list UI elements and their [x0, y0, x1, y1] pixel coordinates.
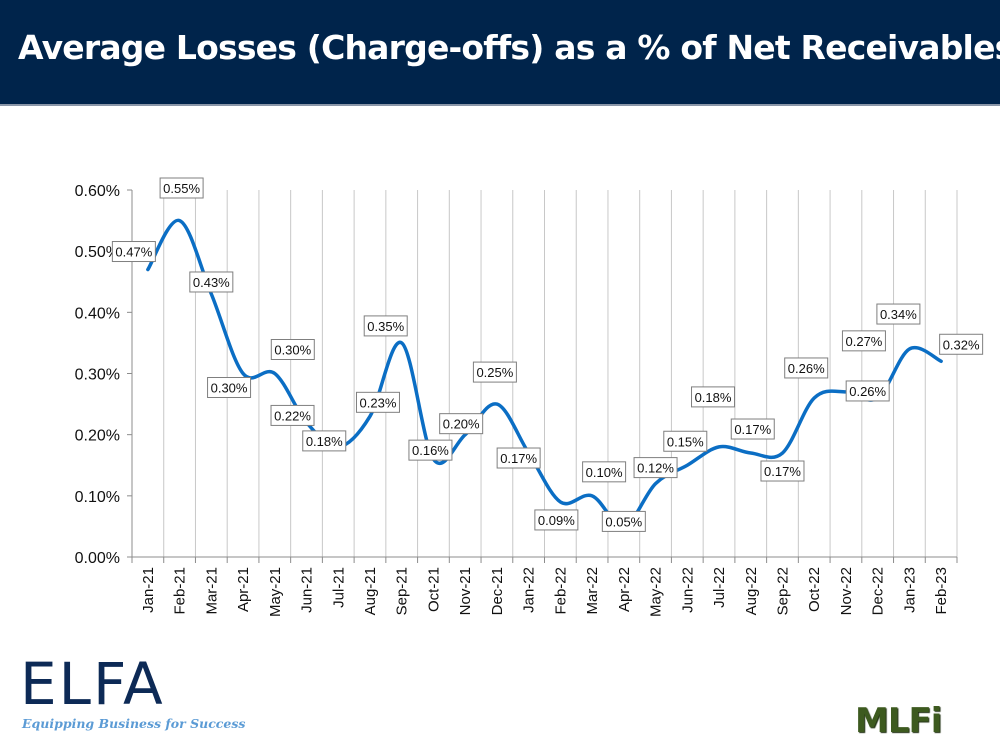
title-banner: Average Losses (Charge-offs) as a % of N… — [0, 0, 1000, 106]
data-label: 0.26% — [788, 361, 825, 376]
x-tick-label: Feb-23 — [933, 567, 950, 615]
y-tick-label: 0.30% — [75, 367, 120, 384]
data-label-box — [439, 413, 484, 435]
data-label: 0.30% — [211, 381, 248, 396]
data-label-box — [496, 447, 541, 469]
data-label: 0.09% — [538, 513, 575, 528]
x-tick-label: Oct-21 — [425, 567, 442, 612]
data-label: 0.12% — [637, 461, 674, 476]
elfa-logo-wordmark: ELFA — [20, 650, 165, 718]
data-label: 0.55% — [163, 181, 200, 196]
x-tick-label: Apr-22 — [616, 567, 633, 612]
data-label-box — [472, 361, 517, 383]
page-title: Average Losses (Charge-offs) as a % of N… — [18, 28, 1000, 67]
data-label-box — [876, 303, 921, 325]
data-label: 0.22% — [274, 408, 311, 423]
x-tick-label: Dec-22 — [870, 567, 887, 615]
x-tick-label: Mar-22 — [584, 567, 601, 615]
data-label-box — [302, 430, 347, 452]
data-label: 0.25% — [476, 365, 513, 380]
data-label-box — [582, 461, 627, 483]
data-label-box — [189, 271, 234, 293]
data-label-box — [633, 457, 678, 479]
data-label: 0.17% — [734, 422, 771, 437]
data-label-box — [691, 386, 736, 408]
x-tick-label: Oct-22 — [806, 567, 823, 612]
x-tick-label: Jun-22 — [679, 567, 696, 613]
x-tick-label: Nov-21 — [457, 567, 474, 615]
x-tick-label: Sep-21 — [394, 567, 411, 615]
mlfi-logo-wordmark: MLFi — [855, 701, 942, 741]
mlfi-logo: MLFi — [855, 700, 985, 742]
x-tick-label: May-22 — [648, 567, 665, 617]
x-tick-label: Sep-22 — [774, 567, 791, 615]
x-tick-label: Mar-21 — [203, 567, 220, 615]
x-tick-label: Nov-22 — [838, 567, 855, 615]
data-label: 0.10% — [586, 465, 623, 480]
data-label-box — [845, 380, 890, 402]
data-label: 0.18% — [695, 390, 732, 405]
data-label-box — [784, 357, 829, 379]
x-tick-label: Jan-21 — [140, 567, 157, 613]
data-label: 0.26% — [849, 384, 886, 399]
data-label: 0.23% — [360, 395, 397, 410]
x-tick-label: Aug-22 — [743, 567, 760, 615]
y-tick-label: 0.60% — [75, 183, 120, 200]
x-tick-label: Jan-23 — [901, 567, 918, 613]
data-label-box — [408, 439, 453, 461]
x-tick-label: Jan-22 — [521, 567, 538, 613]
data-label-box — [159, 177, 204, 199]
data-label-box — [111, 241, 156, 263]
data-label: 0.17% — [500, 451, 537, 466]
x-tick-label: Jun-21 — [299, 567, 316, 613]
data-label: 0.17% — [764, 464, 801, 479]
data-label-box — [730, 418, 775, 440]
x-tick-label: Dec-21 — [489, 567, 506, 615]
data-label-box — [841, 330, 886, 352]
x-tick-label: Feb-21 — [172, 567, 189, 615]
data-label-box — [207, 377, 252, 398]
data-label-box — [534, 509, 579, 531]
data-label-box — [355, 391, 400, 413]
data-label-box — [663, 430, 708, 452]
data-label: 0.32% — [943, 337, 980, 352]
data-label: 0.34% — [880, 307, 917, 322]
x-tick-label: Apr-21 — [235, 567, 252, 612]
y-tick-label: 0.20% — [75, 428, 120, 445]
x-tick-label: Jul-21 — [330, 567, 347, 608]
data-label-box — [601, 510, 646, 532]
data-label-box — [270, 339, 315, 360]
data-label: 0.05% — [605, 514, 642, 529]
x-tick-label: Jul-22 — [711, 567, 728, 608]
data-label: 0.20% — [443, 417, 480, 432]
elfa-logo: ELFA Equipping Business for Success — [20, 650, 245, 734]
y-tick-label: 0.00% — [75, 550, 120, 567]
x-tick-label: Aug-21 — [362, 567, 379, 615]
data-label-box — [270, 404, 315, 426]
data-label: 0.47% — [115, 245, 152, 260]
data-label: 0.18% — [306, 434, 343, 449]
data-label: 0.43% — [193, 275, 230, 290]
y-tick-label: 0.50% — [75, 244, 120, 261]
data-label-box — [939, 333, 984, 355]
data-label: 0.35% — [367, 319, 404, 334]
data-label: 0.15% — [667, 434, 704, 449]
data-label: 0.27% — [846, 334, 883, 349]
elfa-logo-tagline: Equipping Business for Success — [22, 716, 246, 731]
data-label: 0.30% — [274, 343, 311, 358]
y-tick-label: 0.10% — [75, 489, 120, 506]
y-tick-label: 0.40% — [75, 305, 120, 322]
data-label-box — [363, 315, 408, 337]
x-tick-label: May-21 — [267, 567, 284, 617]
data-label-box — [760, 460, 805, 482]
x-tick-label: Feb-22 — [552, 567, 569, 615]
data-label: 0.16% — [412, 443, 449, 458]
